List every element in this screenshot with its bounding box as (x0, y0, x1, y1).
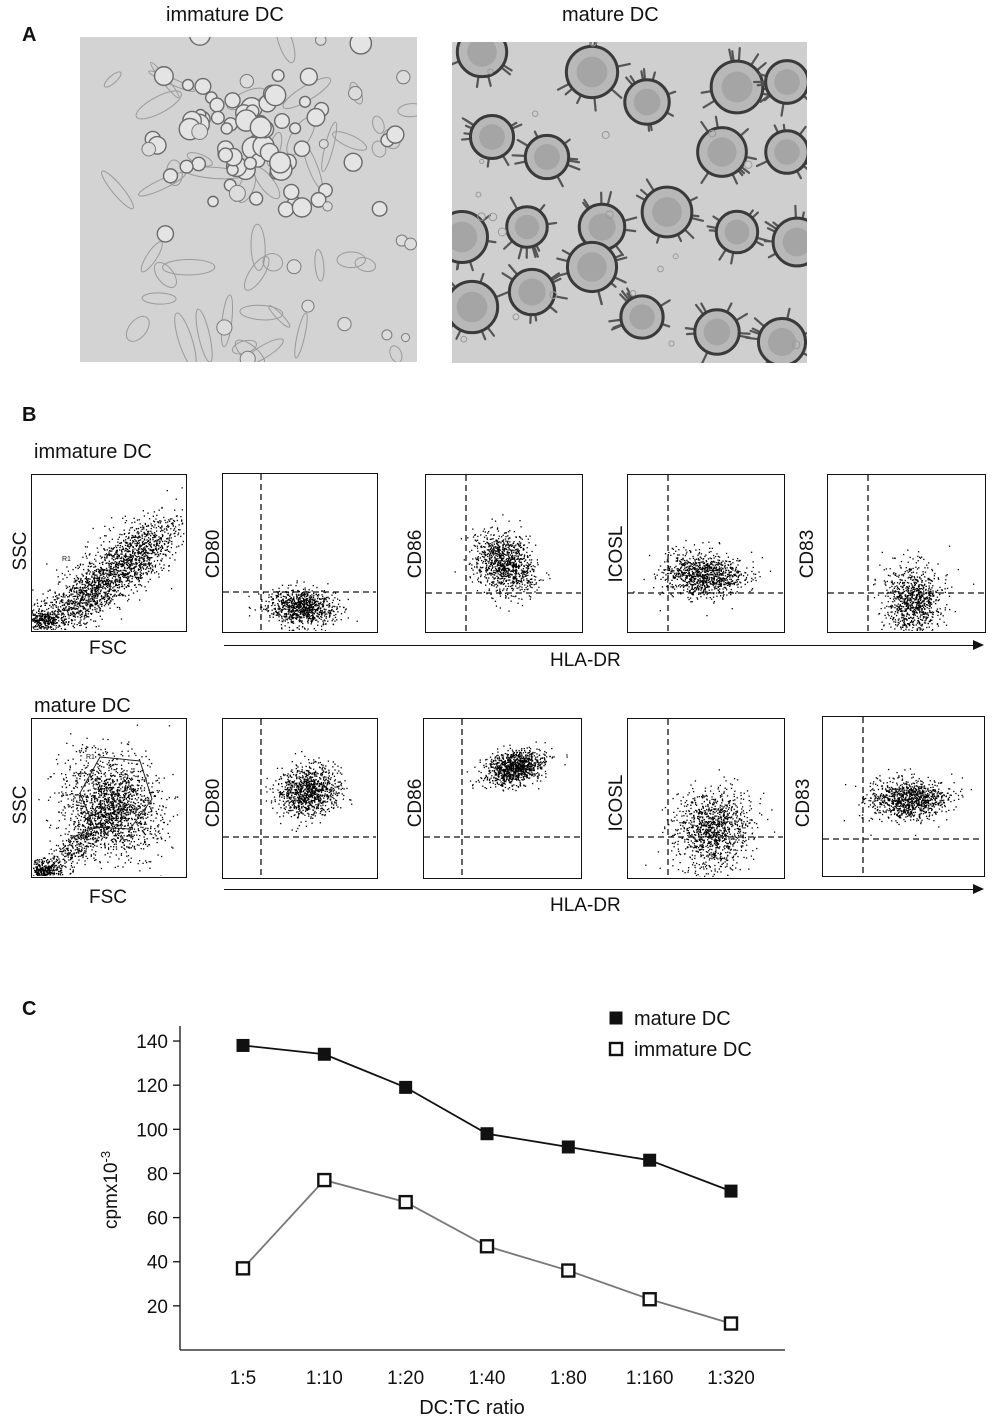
data-point-0-2 (400, 1081, 412, 1093)
y-axis-title: cpmx10-3 (98, 1151, 122, 1229)
icosl-ylabel: ICOSL (606, 768, 628, 838)
y-tick-label: 20 (147, 1297, 168, 1318)
cd83-plot-mature (822, 716, 985, 877)
data-point-0-0 (237, 1039, 249, 1051)
data-point-1-4 (562, 1265, 574, 1277)
data-point-0-1 (318, 1048, 330, 1060)
legend-label-1: immature DC (634, 1039, 752, 1061)
icosl-plot-mature (627, 718, 785, 879)
data-point-0-4 (562, 1141, 574, 1153)
y-tick-label: 40 (147, 1253, 168, 1274)
cd80-plot-immature (222, 473, 378, 633)
x-tick-label: 1:320 (707, 1368, 755, 1389)
x-tick-label: 1:5 (230, 1368, 256, 1389)
icosl-plot-immature (627, 474, 785, 633)
ssc-label: SSC (10, 526, 32, 576)
series-line-0 (243, 1045, 731, 1191)
hla-dr-label: HLA-DR (550, 895, 621, 917)
legend-marker-1 (610, 1043, 622, 1055)
cd86-plot-mature (423, 718, 582, 879)
cd86-plot-immature (425, 474, 583, 633)
x-tick-label: 1:160 (626, 1368, 674, 1389)
y-tick-label: 60 (147, 1209, 168, 1230)
y-tick-label: 120 (136, 1076, 168, 1097)
mature-dc-caption: mature DC (562, 4, 659, 27)
panel-a-letter: A (22, 24, 36, 47)
ssc-label: SSC (10, 780, 32, 830)
cd83-ylabel: CD83 (793, 773, 815, 833)
fsc-label: FSC (89, 887, 127, 909)
data-point-1-2 (400, 1196, 412, 1208)
x-tick-label: 1:40 (469, 1368, 506, 1389)
proliferation-chart: 20 40 60 80 100 120 140 1:5 1:10 1:20 1:40 1:80 1:16… (0, 990, 992, 1414)
x-tick-label: 1:20 (387, 1368, 424, 1389)
cd86-ylabel: CD86 (405, 524, 427, 584)
x-tick-label: 1:80 (550, 1368, 587, 1389)
icosl-ylabel: ICOSL (606, 519, 628, 589)
row-mature-label: mature DC (34, 695, 131, 718)
fsc-label: FSC (89, 638, 127, 660)
cd80-plot-mature (222, 718, 378, 879)
data-point-0-6 (725, 1185, 737, 1197)
mature-dc-micrograph (452, 42, 807, 363)
data-point-0-5 (644, 1154, 656, 1166)
row-immature-label: immature DC (34, 441, 152, 464)
x-axis-title: DC:TC ratio (419, 1397, 525, 1414)
data-point-1-1 (318, 1174, 330, 1186)
data-point-1-6 (725, 1318, 737, 1330)
data-point-0-3 (481, 1128, 493, 1140)
legend-label-0: mature DC (634, 1008, 731, 1030)
legend-marker-0 (610, 1012, 622, 1024)
data-point-1-3 (481, 1240, 493, 1252)
data-point-1-0 (237, 1262, 249, 1274)
hla-dr-axis-arrow (224, 645, 982, 646)
fsc-ssc-plot-immature: R1 (31, 474, 187, 632)
immature-dc-caption: immature DC (166, 4, 284, 27)
hla-dr-axis-arrow (224, 889, 982, 890)
fsc-ssc-plot-mature: R1 (31, 718, 187, 878)
panel-b-letter: B (22, 404, 36, 427)
cd83-plot-immature (827, 474, 986, 633)
x-tick-label: 1:10 (306, 1368, 343, 1389)
y-tick-label: 140 (136, 1032, 168, 1053)
immature-dc-micrograph (80, 37, 417, 362)
cd83-ylabel: CD83 (797, 524, 819, 584)
y-tick-label: 100 (136, 1120, 168, 1141)
y-tick-label: 80 (147, 1164, 168, 1185)
hla-dr-label: HLA-DR (550, 650, 621, 672)
data-point-1-5 (644, 1293, 656, 1305)
svg-text:R1: R1 (62, 556, 71, 563)
